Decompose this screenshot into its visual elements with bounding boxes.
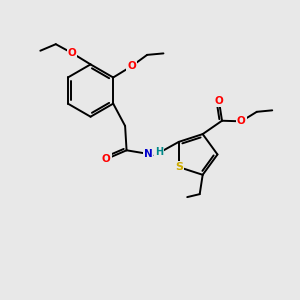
Text: N: N <box>144 149 152 159</box>
Text: O: O <box>127 61 136 71</box>
Text: H: H <box>155 147 163 157</box>
Text: O: O <box>102 154 111 164</box>
Text: S: S <box>175 162 183 172</box>
Text: O: O <box>68 48 76 58</box>
Text: O: O <box>215 96 224 106</box>
Text: O: O <box>237 116 246 126</box>
